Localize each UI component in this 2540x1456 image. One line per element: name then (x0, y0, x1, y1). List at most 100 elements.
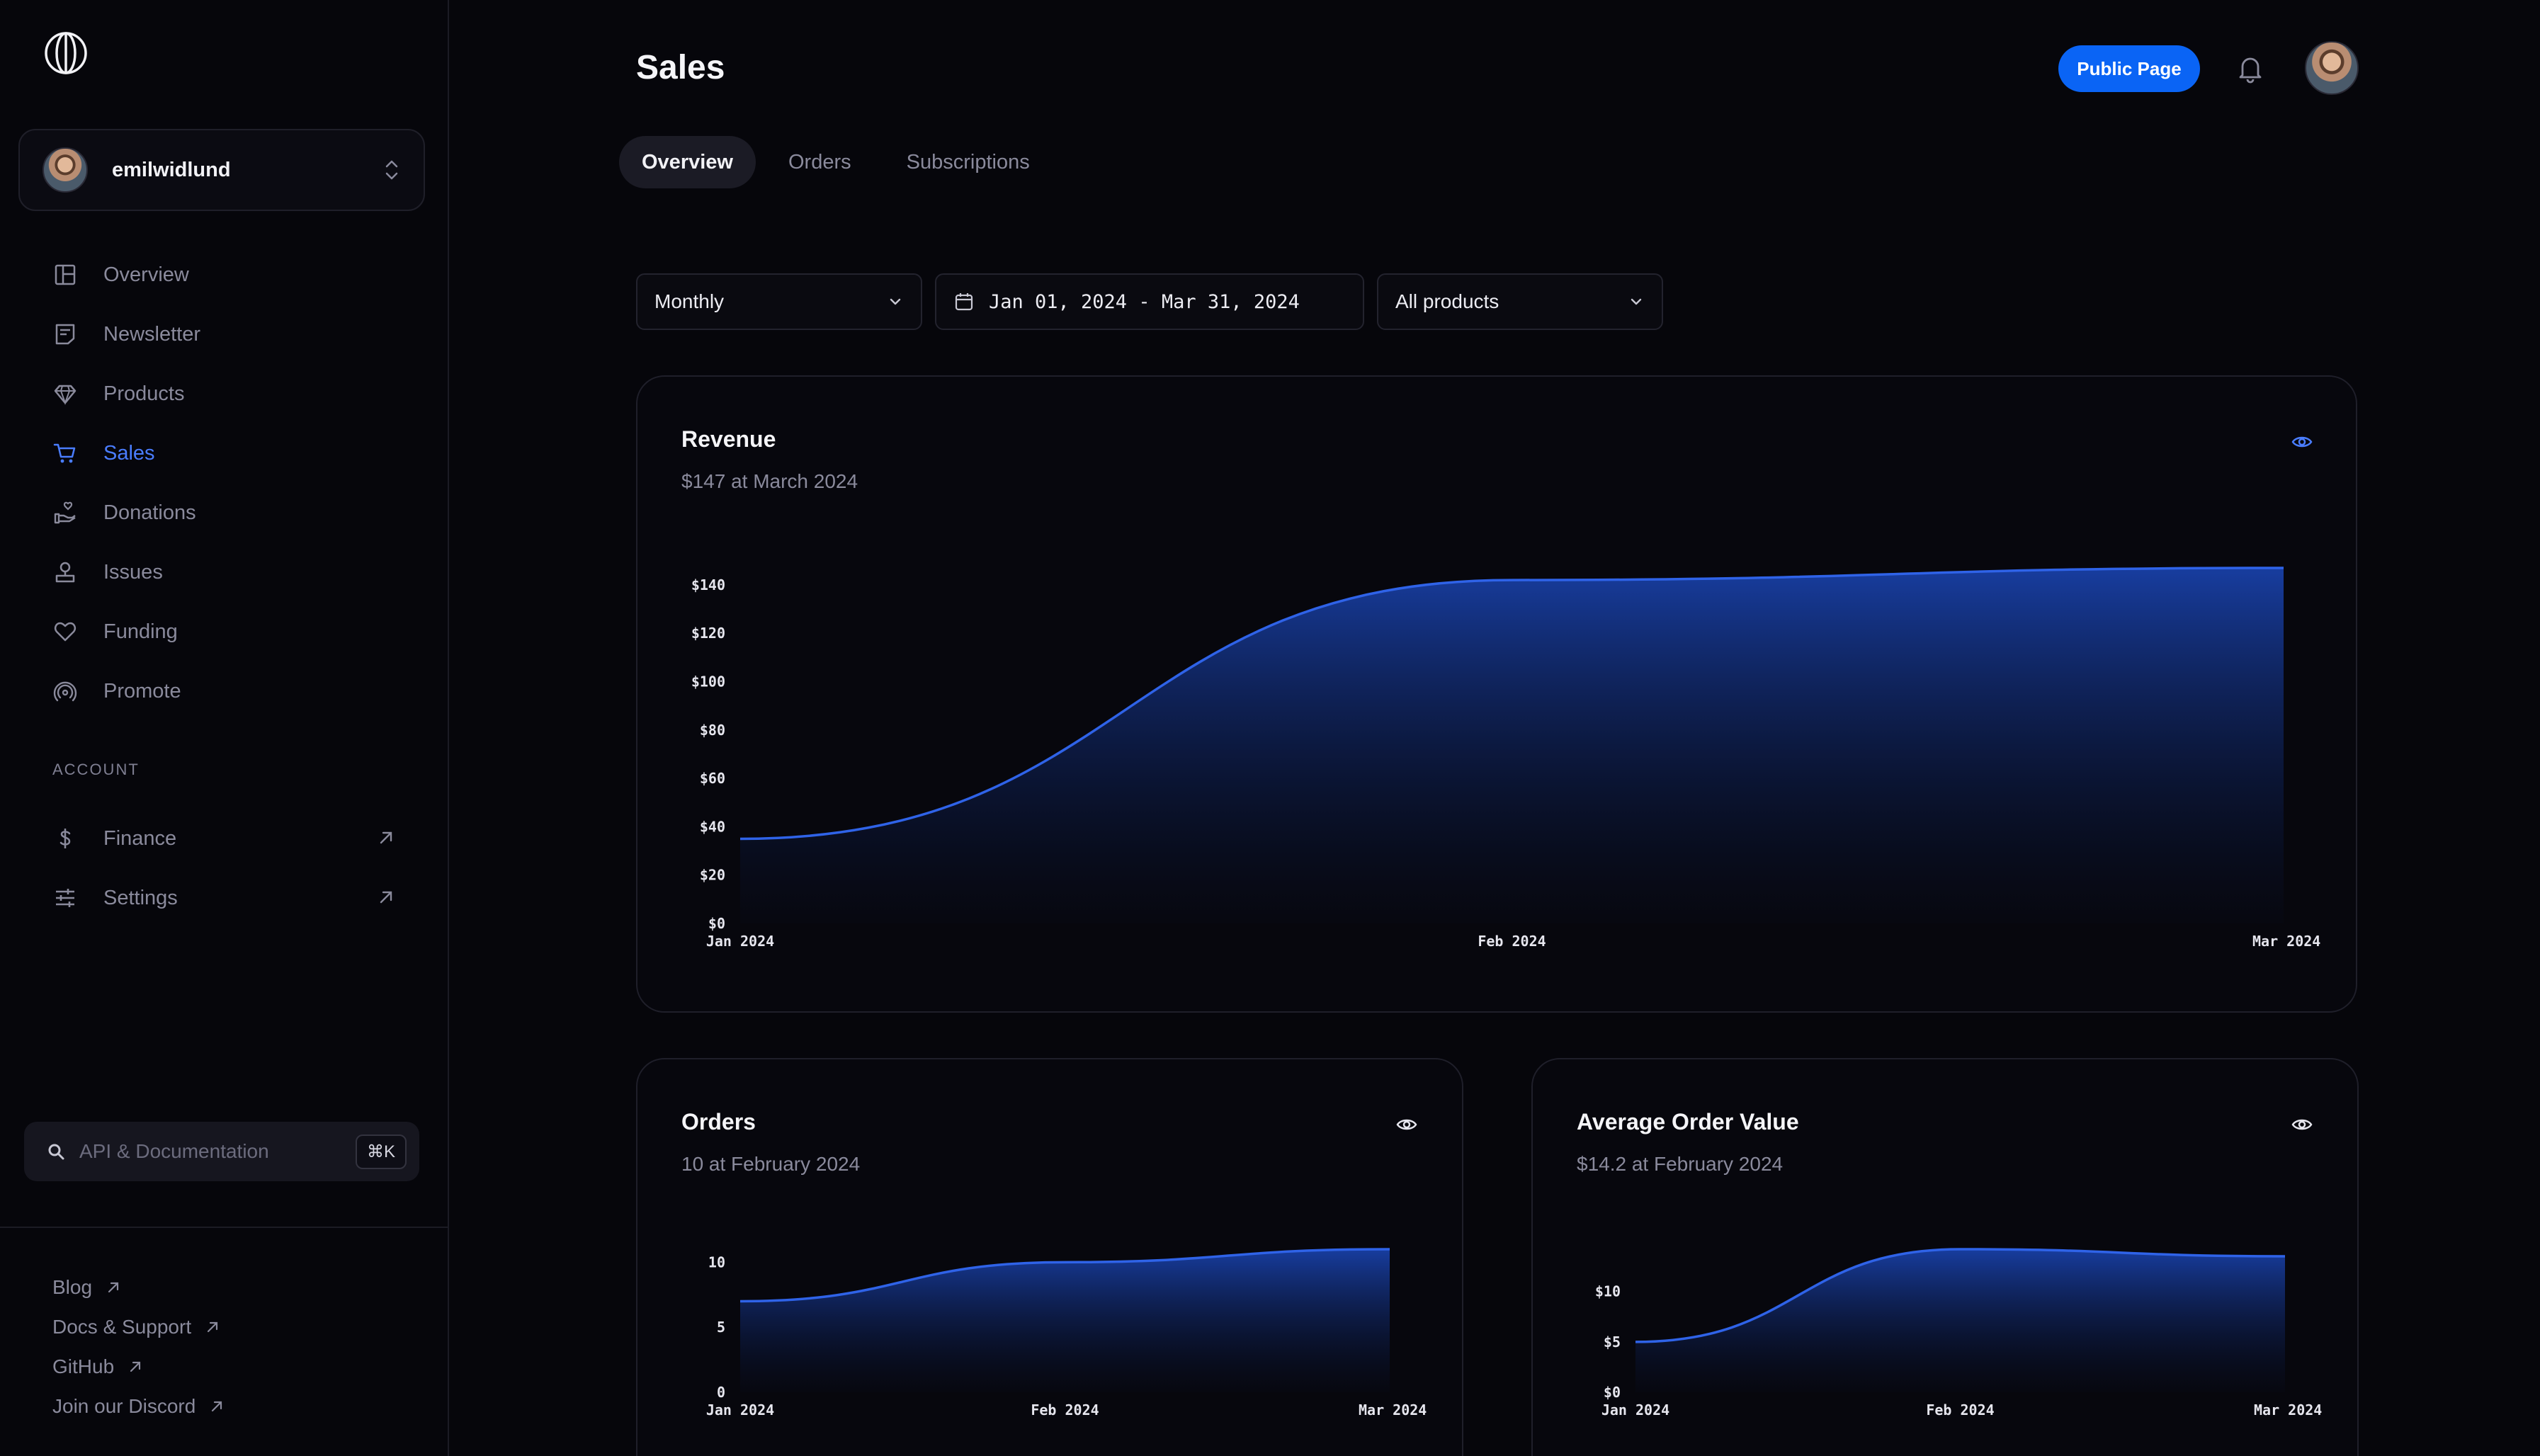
products-select[interactable]: All products (1377, 273, 1663, 330)
arrow-up-right-icon (380, 891, 392, 904)
x-tick-label: Jan 2024 (1601, 1401, 1669, 1418)
tabs: Overview Orders Subscriptions (619, 136, 1062, 188)
account-switcher[interactable]: emilwidlund (18, 129, 425, 211)
link-github[interactable]: GitHub (52, 1347, 225, 1387)
series-area (740, 568, 2284, 923)
arrow-up-right-icon (108, 1282, 119, 1293)
search-icon (48, 1144, 64, 1160)
y-tick-label: $80 (700, 722, 725, 739)
x-tick-label: Jan 2024 (706, 1401, 774, 1418)
x-tick-label: Mar 2024 (2254, 1401, 2322, 1418)
sidebar-nav: Overview Newsletter Products Sales Donat… (0, 245, 449, 721)
tab-overview[interactable]: Overview (619, 136, 756, 188)
orders-chart: 0 5 10 Jan 2024 Feb 2024 Mar 2024 (706, 1248, 1427, 1418)
revenue-card: Revenue $147 at March 2024 $0 $20 $40 $60 $8… (636, 375, 2357, 1013)
sidebar-item-products[interactable]: Products (0, 364, 449, 423)
series-line (739, 567, 2284, 841)
y-tick-label: 5 (717, 1319, 725, 1336)
sidebar-item-settings[interactable]: Settings (0, 868, 449, 928)
y-tick-label: $5 (1604, 1333, 1621, 1350)
arrow-up-right-icon (212, 1401, 222, 1412)
eye-icon[interactable] (2291, 1113, 2313, 1136)
sidebar-item-label: Promote (103, 679, 181, 703)
y-tick-label: $20 (700, 867, 725, 884)
y-tick-label: $100 (691, 673, 725, 690)
link-docs-support[interactable]: Docs & Support (52, 1307, 225, 1347)
issues-icon (55, 562, 75, 583)
aov-chart: $0 $5 $10 Jan 2024 Feb 2024 Mar 2024 (1595, 1248, 2322, 1418)
revenue-chart: $0 $20 $40 $60 $80 $100 $120 $140 Jan 2024 Feb 20… (691, 567, 2320, 950)
arrow-up-right-icon (380, 831, 392, 844)
link-label: GitHub (52, 1355, 115, 1377)
sidebar-item-funding[interactable]: Funding (0, 602, 449, 661)
y-tick-label: $120 (691, 625, 725, 642)
link-blog[interactable]: Blog (52, 1268, 225, 1307)
logo-icon[interactable] (44, 31, 88, 75)
layout-icon (55, 264, 76, 285)
y-tick-label: $40 (700, 818, 725, 835)
x-tick-label: Mar 2024 (2252, 933, 2320, 950)
tab-orders[interactable]: Orders (788, 150, 851, 174)
sidebar-item-label: Newsletter (103, 322, 200, 346)
chevron-up-down-icon (385, 160, 398, 180)
bell-icon[interactable] (2235, 54, 2265, 84)
x-tick-label: Feb 2024 (1478, 933, 1546, 950)
card-title: Revenue (681, 426, 776, 452)
date-range-picker[interactable]: Jan 01, 2024 - Mar 31, 2024 (935, 273, 1364, 330)
link-discord[interactable]: Join our Discord (52, 1387, 225, 1426)
series-line (739, 1248, 1390, 1303)
sidebar-item-label: Overview (103, 263, 189, 286)
x-tick-label: Jan 2024 (706, 933, 774, 950)
link-label: Blog (52, 1276, 93, 1298)
card-subtitle: $147 at March 2024 (681, 470, 858, 492)
sidebar-item-label: Finance (103, 826, 177, 850)
cart-icon (53, 443, 76, 463)
account-section-title: ACCOUNT (52, 761, 140, 778)
keyboard-shortcut: ⌘K (355, 1134, 407, 1169)
products-value: All products (1395, 290, 1499, 312)
user-avatar[interactable] (2305, 41, 2359, 95)
y-tick-label: $60 (700, 770, 725, 787)
x-tick-label: Mar 2024 (1359, 1401, 1427, 1418)
sidebar-item-promote[interactable]: Promote (0, 661, 449, 721)
sidebar-item-donations[interactable]: Donations (0, 483, 449, 542)
dollar-icon (59, 829, 71, 848)
account-nav: Finance Settings (0, 809, 449, 928)
sidebar-item-newsletter[interactable]: Newsletter (0, 305, 449, 364)
sidebar-item-label: Issues (103, 560, 163, 584)
orders-card: Orders 10 at February 2024 0 5 10 Jan 2024 F… (636, 1058, 1463, 1456)
search-input[interactable] (79, 1140, 356, 1163)
sidebar-item-label: Settings (103, 886, 178, 909)
avatar (42, 147, 88, 193)
y-tick-label: $0 (708, 915, 725, 932)
eye-icon[interactable] (1395, 1113, 1418, 1136)
y-tick-label: $140 (691, 576, 725, 593)
footer-links: Blog Docs & Support GitHub Join our Disc… (52, 1268, 225, 1426)
aov-card: Average Order Value $14.2 at February 20… (1531, 1058, 2359, 1456)
tab-subscriptions[interactable]: Subscriptions (906, 150, 1030, 174)
link-label: Join our Discord (52, 1395, 196, 1417)
interval-select[interactable]: Monthly (636, 273, 922, 330)
series-area (740, 1249, 1390, 1392)
card-title: Orders (681, 1109, 756, 1134)
card-subtitle: 10 at February 2024 (681, 1153, 861, 1175)
docs-search[interactable]: ⌘K (24, 1122, 419, 1181)
public-page-button[interactable]: Public Page (2058, 45, 2200, 92)
sidebar-item-label: Products (103, 382, 185, 405)
newsletter-icon (55, 324, 75, 345)
sidebar-item-overview[interactable]: Overview (0, 245, 449, 305)
sidebar-item-issues[interactable]: Issues (0, 542, 449, 602)
sidebar-item-finance[interactable]: Finance (0, 809, 449, 868)
y-tick-label: 10 (708, 1253, 725, 1270)
eye-icon[interactable] (2291, 431, 2313, 453)
y-tick-label: $0 (1604, 1384, 1621, 1401)
sidebar: emilwidlund Overview Newsletter Products… (0, 0, 449, 1456)
page-title: Sales (636, 49, 725, 86)
chevron-down-icon (890, 298, 901, 305)
x-tick-label: Feb 2024 (1031, 1401, 1099, 1418)
diamond-icon (54, 385, 76, 406)
series-line (1635, 1248, 2286, 1343)
calendar-icon (955, 293, 973, 311)
sidebar-item-label: Sales (103, 441, 155, 465)
sidebar-item-sales[interactable]: Sales (0, 423, 449, 483)
